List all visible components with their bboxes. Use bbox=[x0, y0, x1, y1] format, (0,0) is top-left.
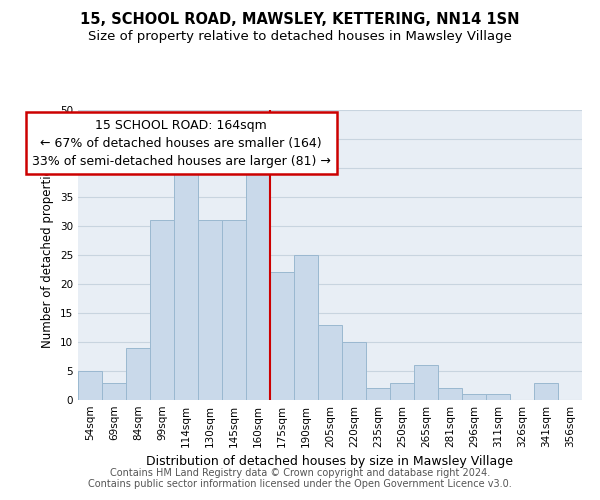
Bar bbox=[150, 220, 174, 400]
Bar bbox=[294, 255, 318, 400]
Text: Size of property relative to detached houses in Mawsley Village: Size of property relative to detached ho… bbox=[88, 30, 512, 43]
Bar bbox=[126, 348, 150, 400]
Text: Contains HM Land Registry data © Crown copyright and database right 2024.: Contains HM Land Registry data © Crown c… bbox=[110, 468, 490, 477]
Bar bbox=[390, 382, 414, 400]
Bar bbox=[414, 365, 438, 400]
Text: Contains public sector information licensed under the Open Government Licence v3: Contains public sector information licen… bbox=[88, 479, 512, 489]
Bar bbox=[222, 220, 246, 400]
Bar bbox=[102, 382, 126, 400]
Bar bbox=[270, 272, 294, 400]
Bar bbox=[534, 382, 558, 400]
Bar bbox=[198, 220, 222, 400]
Bar bbox=[174, 162, 198, 400]
Y-axis label: Number of detached properties: Number of detached properties bbox=[41, 162, 55, 348]
X-axis label: Distribution of detached houses by size in Mawsley Village: Distribution of detached houses by size … bbox=[146, 456, 514, 468]
Bar bbox=[366, 388, 390, 400]
Bar bbox=[462, 394, 486, 400]
Bar bbox=[438, 388, 462, 400]
Bar bbox=[486, 394, 510, 400]
Bar bbox=[246, 174, 270, 400]
Bar bbox=[342, 342, 366, 400]
Text: 15 SCHOOL ROAD: 164sqm
← 67% of detached houses are smaller (164)
33% of semi-de: 15 SCHOOL ROAD: 164sqm ← 67% of detached… bbox=[32, 118, 331, 168]
Text: 15, SCHOOL ROAD, MAWSLEY, KETTERING, NN14 1SN: 15, SCHOOL ROAD, MAWSLEY, KETTERING, NN1… bbox=[80, 12, 520, 28]
Bar bbox=[318, 324, 342, 400]
Bar bbox=[78, 371, 102, 400]
